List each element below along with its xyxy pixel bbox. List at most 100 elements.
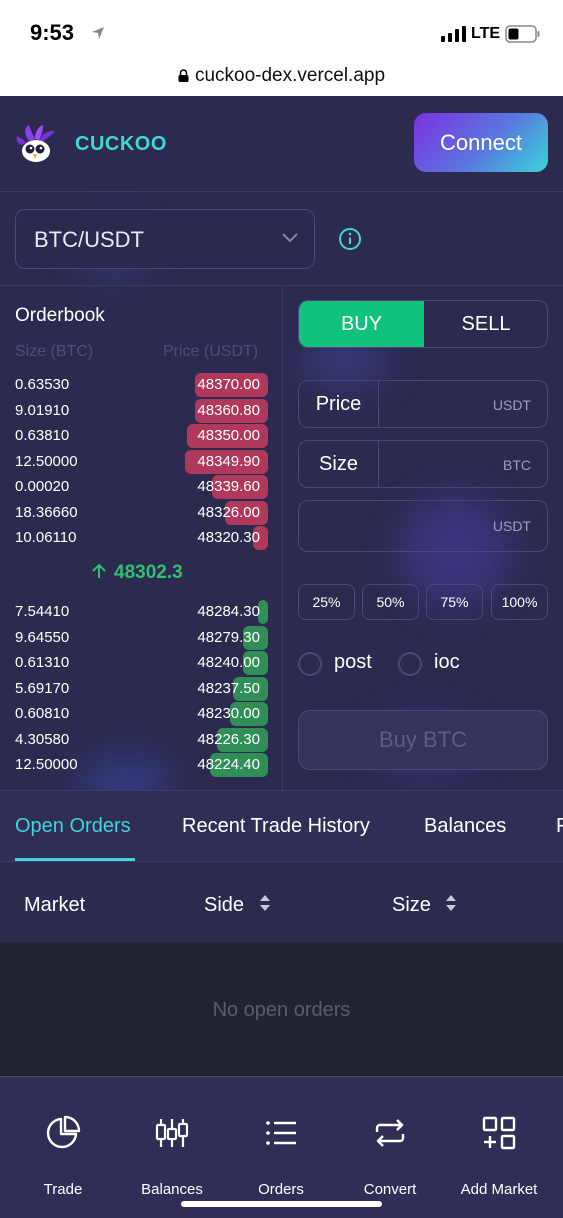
location-arrow-icon <box>92 27 104 39</box>
orderbook-row[interactable]: 0.60810 48230.00 <box>15 702 268 726</box>
nav-balances[interactable]: Balances <box>117 1077 227 1218</box>
orderbook-size: 0.00020 <box>15 478 70 495</box>
info-icon[interactable] <box>338 227 362 251</box>
orderbook-row[interactable]: 0.61310 48240.00 <box>15 651 268 675</box>
buy-side-button[interactable]: BUY <box>299 301 424 347</box>
section-divider <box>0 285 563 286</box>
orderbook-row[interactable]: 7.54410 48284.30 <box>15 600 268 624</box>
orderbook-title: Orderbook <box>15 305 105 326</box>
orders-table-header: Market Side Size <box>0 862 563 942</box>
depth-bar <box>187 424 268 448</box>
orderbook-price: 48350.00 <box>197 427 260 444</box>
orderbook-price: 48320.30 <box>197 529 260 546</box>
orderbook-row[interactable]: 5.69170 48237.50 <box>15 676 268 701</box>
depth-bar <box>243 651 268 675</box>
orderbook-price: 48360.80 <box>197 401 260 419</box>
add-grid-icon <box>482 1116 516 1150</box>
lock-icon <box>178 69 189 82</box>
price-field[interactable]: Price USDT <box>298 380 548 428</box>
url-bar[interactable]: cuckoo-dex.vercel.app <box>0 62 563 96</box>
orders-table-body: No open orders <box>0 942 563 1076</box>
ioc-radio[interactable] <box>398 652 422 676</box>
repeat-icon <box>375 1119 405 1147</box>
orderbook-size: 0.61310 <box>15 654 70 671</box>
orderbook-size: 9.01910 <box>15 401 70 419</box>
tab-overflow[interactable]: F <box>556 815 563 838</box>
size-label: Size <box>299 441 379 487</box>
nav-trade-label: Trade <box>43 1181 83 1198</box>
signal-icon <box>441 26 466 42</box>
post-only-radio[interactable] <box>298 652 322 676</box>
orderbook-price: 48339.60 <box>197 478 260 495</box>
market-select-value: BTC/USDT <box>34 227 144 252</box>
column-market: Market <box>24 894 86 916</box>
percent-50-button[interactable]: 50% <box>362 584 419 620</box>
depth-bar <box>243 625 268 650</box>
orderbook-size: 5.69170 <box>15 679 70 697</box>
depth-bar <box>217 727 268 752</box>
orderbook-row[interactable]: 0.00020 48339.60 <box>15 475 268 499</box>
orderbook-row[interactable]: 9.64550 48279.30 <box>15 625 268 650</box>
orderbook-row[interactable]: 0.63530 48370.00 <box>15 373 268 397</box>
candlestick-icon <box>155 1119 189 1147</box>
nav-add-market-label: Add Market <box>460 1181 538 1198</box>
nav-convert[interactable]: Convert <box>335 1077 445 1218</box>
orderbook-price: 48370.00 <box>197 376 260 393</box>
battery-icon <box>505 25 540 43</box>
orderbook-size: 12.50000 <box>15 756 78 773</box>
orderbook-row[interactable]: 9.01910 48360.80 <box>15 398 268 423</box>
orderbook-row[interactable]: 18.36660 48326.00 <box>15 500 268 525</box>
nav-trade[interactable]: Trade <box>8 1077 118 1218</box>
total-field[interactable]: USDT <box>298 500 548 552</box>
tab-balances[interactable]: Balances <box>424 815 507 837</box>
orders-tabs: Open Orders Recent Trade History Balance… <box>0 790 563 862</box>
orderbook-row[interactable]: 12.50000 48349.90 <box>15 449 268 474</box>
tab-recent-trade-history[interactable]: Recent Trade History <box>182 815 370 837</box>
depth-bar <box>253 526 268 550</box>
sort-icon[interactable] <box>259 892 271 914</box>
sell-side-button[interactable]: SELL <box>461 313 511 335</box>
tab-open-orders[interactable]: Open Orders <box>15 815 131 837</box>
price-unit: USDT <box>492 397 531 413</box>
depth-bar <box>195 398 268 423</box>
active-tab-indicator <box>15 858 135 861</box>
last-price: 48302.3 <box>90 562 183 584</box>
orderbook-row[interactable]: 10.06110 48320.30 <box>15 526 268 550</box>
depth-bar <box>195 373 268 397</box>
connect-wallet-button[interactable]: Connect <box>414 113 548 172</box>
nav-convert-label: Convert <box>363 1181 417 1198</box>
orderbook-row[interactable]: 0.63810 48350.00 <box>15 424 268 448</box>
cuckoo-logo-icon <box>16 125 55 162</box>
orderbook-price: 48326.00 <box>197 503 260 521</box>
bottom-nav: Trade Balances Orders <box>0 1076 563 1218</box>
home-indicator <box>181 1201 382 1207</box>
list-icon <box>266 1121 296 1145</box>
depth-bar <box>230 702 268 726</box>
orderbook-price: 48284.30 <box>197 603 260 620</box>
status-bar: 9:53 LTE <box>0 0 563 62</box>
last-price-value: 48302.3 <box>114 562 183 583</box>
size-field[interactable]: Size BTC <box>298 440 548 488</box>
nav-orders[interactable]: Orders <box>226 1077 336 1218</box>
url-text: cuckoo-dex.vercel.app <box>194 65 386 86</box>
orderbook-size: 10.06110 <box>15 529 77 546</box>
depth-bar <box>225 500 268 525</box>
orderbook-row[interactable]: 4.30580 48226.30 <box>15 727 268 752</box>
orderbook-row[interactable]: 12.50000 48224.40 <box>15 753 268 777</box>
column-side[interactable]: Side <box>204 894 245 916</box>
orderbook-price: 48279.30 <box>197 628 260 646</box>
orderbook-size: 0.60810 <box>15 705 70 722</box>
column-size[interactable]: Size <box>392 894 431 916</box>
percent-100-button[interactable]: 100% <box>491 584 548 620</box>
depth-bar <box>258 600 268 624</box>
app: CUCKOO Connect BTC/USDT Orderbook Size (… <box>0 96 563 1218</box>
percent-25-button[interactable]: 25% <box>298 584 355 620</box>
depth-bar <box>212 475 268 499</box>
nav-add-market[interactable]: Add Market <box>444 1077 554 1218</box>
submit-order-button[interactable]: Buy BTC <box>298 710 548 770</box>
orderbook-size: 0.63530 <box>15 376 70 393</box>
percent-75-button[interactable]: 75% <box>426 584 483 620</box>
sort-icon[interactable] <box>445 892 457 914</box>
side-toggle: BUY SELL <box>298 300 548 348</box>
market-select[interactable]: BTC/USDT <box>15 209 315 269</box>
